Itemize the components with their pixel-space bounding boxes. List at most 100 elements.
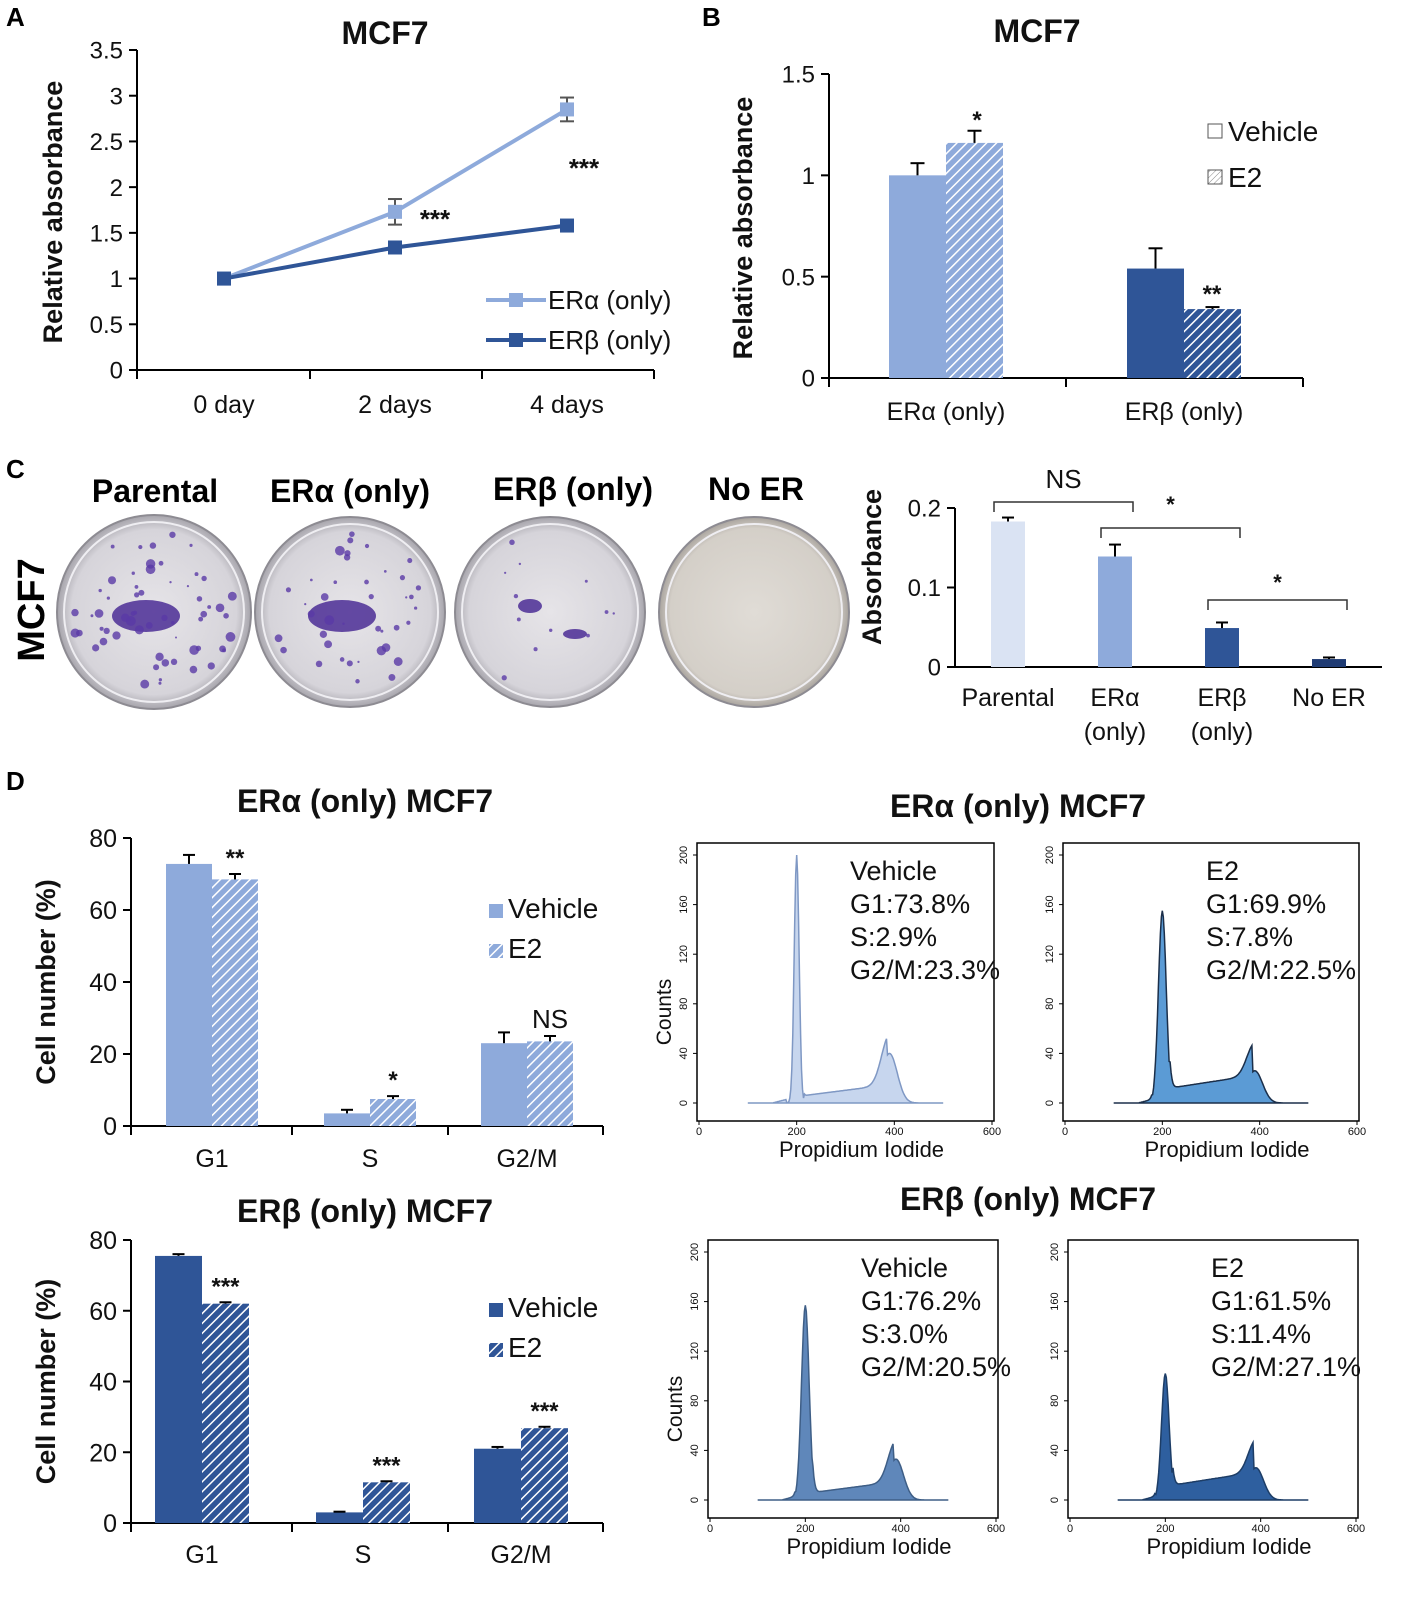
histogram-x-tick-label: 400 [1251, 1523, 1269, 1535]
dish-label-erb: ERβ (only) [493, 471, 653, 507]
chart-c-bracket-label: * [1166, 492, 1175, 517]
colony-dot [549, 628, 553, 632]
colony-dot [130, 611, 136, 616]
colony-dot [504, 571, 507, 574]
chart-a-point [217, 271, 231, 286]
chart-b-bar [946, 142, 1003, 378]
colony-dot [383, 570, 387, 573]
histogram-x-tick-label: 0 [707, 1523, 713, 1535]
chart-a-y-tick-label: 3 [110, 83, 123, 110]
colony-dot [70, 628, 80, 638]
chart-d1-annotation: NS [532, 1004, 568, 1034]
dish-rim [261, 523, 439, 701]
colony-dot [309, 578, 313, 582]
chart-d1-y-tick-label: 20 [89, 1041, 117, 1069]
colony-dot [380, 629, 384, 633]
chart-d1-y-tick-label: 40 [89, 969, 117, 997]
colony-dot [405, 596, 408, 599]
chart-a-annotation: *** [569, 153, 600, 183]
histogram-stat-line: E2 [1206, 856, 1239, 886]
chart-d1-title: ERα (only) MCF7 [237, 783, 493, 819]
chart-b-bar [1184, 309, 1241, 378]
colony-dot [319, 630, 328, 638]
histogram-stat-line: G2/M:20.5% [861, 1352, 1011, 1382]
chart-c-bar: Absorbance 0 0.1 0.2 Parental ERα (only) ERβ (on… [857, 464, 1382, 746]
colony-dot [90, 614, 94, 618]
histogram-stat-line: G1:61.5% [1211, 1286, 1331, 1316]
chart-d2-bar [202, 1303, 249, 1523]
colony-dot [320, 593, 329, 601]
chart-d1-ylabel: Cell number (%) [31, 879, 61, 1085]
colony-dot [158, 560, 164, 566]
chart-a-x-label: 0 day [193, 391, 255, 419]
chart-d2-bar [474, 1448, 521, 1523]
colony-dot [339, 657, 345, 662]
colony-dot [158, 681, 162, 685]
chart-d2-x-label: G2/M [490, 1541, 551, 1569]
chart-d2-legend-label: E2 [508, 1332, 542, 1363]
chart-c-x-label: No ER [1292, 684, 1366, 712]
colony-dot [388, 673, 396, 681]
chart-b-legend-label: Vehicle [1228, 116, 1318, 147]
colony-dot [189, 665, 198, 674]
histogram-x-tick-label: 600 [987, 1523, 1005, 1535]
chart-d1-x-label: G2/M [496, 1145, 557, 1173]
chart-c-bracket [993, 501, 1134, 512]
colony-dot [324, 640, 333, 649]
colony-dot [169, 531, 176, 538]
chart-b-y-tick-label: 1.5 [782, 62, 815, 89]
colony-dot [155, 652, 164, 661]
colony-dot [99, 637, 108, 646]
colony-dot [200, 610, 208, 618]
chart-a-y-tick-label: 0 [110, 358, 123, 385]
colony-dot [131, 571, 135, 575]
histogram-frame [707, 1239, 999, 1519]
colony-dot [195, 645, 202, 651]
histogram-y-tick-label: 120 [1049, 1342, 1061, 1360]
colony-dot [225, 632, 236, 642]
colony-dot [375, 625, 382, 632]
chart-b-bar: MCF7 Relative absorbance 0 0.5 1 1.5 ERα (only… [728, 13, 1318, 426]
chart-a-y-tick-label: 2 [110, 175, 123, 202]
colony-dot [134, 625, 144, 635]
colony-dot [518, 562, 522, 566]
colony-dot [501, 675, 507, 681]
colony-dot [509, 539, 515, 546]
histogram-ylabel: Counts [653, 979, 676, 1046]
colony-dot [140, 679, 150, 689]
histogram-frame [1067, 1239, 1359, 1519]
chart-a-ylabel: Relative absorbance [38, 81, 68, 344]
histogram-stat-line: S:7.8% [1206, 922, 1293, 952]
colony-dot [584, 579, 588, 583]
chart-c-y-tick-label: 0.1 [908, 575, 941, 602]
chart-b-title: MCF7 [993, 13, 1080, 49]
chart-a-legend-marker [509, 333, 523, 347]
colony-dot [201, 575, 207, 582]
histogram-y-tick-label: 40 [1049, 1444, 1061, 1456]
histogram-y-tick-label: 200 [1044, 846, 1056, 864]
colony-dot [161, 659, 170, 667]
colony-dot [121, 613, 130, 622]
histogram-y-tick-label: 40 [678, 1047, 690, 1059]
chart-c-x-label: ERα [1090, 684, 1139, 712]
histogram-y-tick-label: 160 [1049, 1292, 1061, 1310]
colony-dot [393, 657, 403, 666]
colony-dot [138, 544, 143, 550]
colony-dot [324, 615, 335, 626]
chart-c-ylabel: Absorbance [857, 489, 887, 645]
dish-plate [658, 516, 850, 708]
colony-dot [145, 622, 153, 629]
chart-c-bracket [1100, 527, 1241, 538]
colony-dot [333, 580, 338, 584]
panel-letter-d: D [6, 766, 25, 796]
chart-d1-x-label: G1 [195, 1145, 228, 1173]
colony-dot [304, 603, 307, 606]
chart-a-point [560, 102, 574, 117]
colony-dot [94, 609, 104, 618]
chart-b-annotation: ** [1203, 281, 1222, 308]
chart-b-legend-swatch [1207, 169, 1223, 185]
chart-d1-y-tick-label: 60 [89, 897, 117, 925]
chart-c-x-label: ERβ [1197, 684, 1246, 712]
chart-d1-y-tick-label: 80 [89, 825, 117, 853]
dish-label-era: ERα (only) [270, 473, 430, 509]
